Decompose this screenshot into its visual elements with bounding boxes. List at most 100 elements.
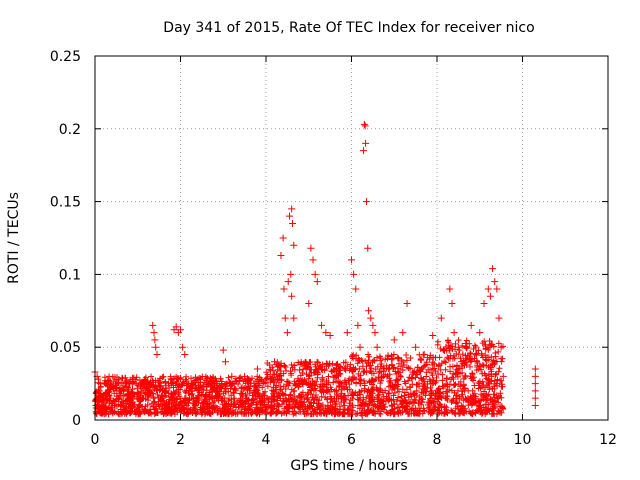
data-point xyxy=(322,329,330,337)
data-point xyxy=(198,384,206,392)
data-point xyxy=(318,321,326,329)
data-point xyxy=(495,314,503,322)
data-point xyxy=(181,350,189,358)
data-point xyxy=(179,343,187,351)
data-point xyxy=(356,343,364,351)
data-point xyxy=(463,343,471,351)
data-point xyxy=(448,300,456,308)
data-point xyxy=(313,278,321,286)
data-point xyxy=(241,372,249,380)
data-point xyxy=(354,321,362,329)
data-point xyxy=(358,412,366,420)
data-point xyxy=(307,244,315,252)
y-axis-label: ROTI / TECUs xyxy=(6,192,22,284)
data-point xyxy=(531,380,539,388)
plot-frame xyxy=(94,55,609,421)
data-point xyxy=(476,329,484,337)
data-point xyxy=(289,219,297,227)
x-tick-label: 8 xyxy=(433,432,442,448)
x-tick-label: 4 xyxy=(262,432,271,448)
data-point xyxy=(290,241,298,249)
data-point xyxy=(343,329,351,337)
data-point xyxy=(480,300,488,308)
data-point xyxy=(403,300,411,308)
data-point xyxy=(311,270,319,278)
data-point xyxy=(150,329,158,337)
data-point xyxy=(177,326,184,334)
data-point xyxy=(484,285,492,293)
data-point xyxy=(364,244,372,252)
data-point xyxy=(211,380,219,388)
y-tick-label: 0.1 xyxy=(59,267,81,283)
data-point xyxy=(359,147,367,155)
data-point xyxy=(531,401,539,409)
data-point xyxy=(365,307,373,315)
data-point xyxy=(493,285,501,293)
grid-lines xyxy=(95,56,608,420)
data-point xyxy=(446,285,454,293)
data-point xyxy=(361,122,369,130)
data-point xyxy=(450,329,458,337)
data-point xyxy=(271,358,279,366)
data-point xyxy=(390,336,398,344)
data-point xyxy=(219,346,227,354)
data-point xyxy=(149,321,157,329)
x-tick-label: 0 xyxy=(91,432,100,448)
data-point xyxy=(454,343,462,351)
data-point xyxy=(152,343,160,351)
data-point xyxy=(284,278,292,286)
data-point xyxy=(153,350,161,358)
data-point xyxy=(348,256,355,264)
data-point xyxy=(362,139,370,147)
x-tick-label: 12 xyxy=(599,432,617,448)
data-point xyxy=(151,336,159,344)
point-cloud xyxy=(92,337,507,418)
data-point xyxy=(531,387,539,395)
data-point xyxy=(491,278,499,286)
data-point xyxy=(486,292,494,300)
data-point xyxy=(96,380,104,388)
chart-title: Day 341 of 2015, Rate Of TEC Index for r… xyxy=(163,20,534,36)
data-point xyxy=(531,365,539,373)
data-point xyxy=(309,256,317,264)
data-point xyxy=(142,384,150,392)
data-point xyxy=(125,380,133,388)
data-point xyxy=(362,198,370,206)
data-point xyxy=(280,285,288,293)
data-point xyxy=(134,390,142,398)
x-tick-label: 10 xyxy=(514,432,532,448)
x-axis-label: GPS time / hours xyxy=(290,458,407,474)
x-tick-label: 2 xyxy=(176,432,185,448)
data-point xyxy=(531,394,539,402)
y-tick-label: 0.15 xyxy=(50,195,81,211)
data-point xyxy=(279,234,287,242)
data-point xyxy=(369,321,377,329)
data-point xyxy=(429,332,437,340)
data-point xyxy=(283,329,291,337)
data-point xyxy=(489,265,497,273)
data-point xyxy=(371,329,379,337)
data-point xyxy=(360,120,368,128)
data-point xyxy=(288,292,296,300)
data-point xyxy=(286,212,294,220)
y-tick-label: 0.05 xyxy=(50,340,81,356)
data-point xyxy=(412,343,420,351)
dense-point-band xyxy=(92,337,507,418)
y-tick-label: 0.25 xyxy=(50,49,81,65)
data-points xyxy=(91,120,539,420)
data-point xyxy=(367,314,375,322)
data-point xyxy=(281,314,289,322)
data-point xyxy=(305,300,313,308)
data-point xyxy=(172,323,180,331)
data-point xyxy=(350,270,358,278)
axis-ticks xyxy=(94,55,609,421)
data-point xyxy=(420,350,428,358)
y-tick-label: 0 xyxy=(72,413,81,429)
data-point xyxy=(221,358,229,366)
data-point xyxy=(287,270,295,278)
data-point xyxy=(399,329,407,337)
data-point xyxy=(100,394,108,402)
data-point xyxy=(373,343,381,351)
data-point xyxy=(467,321,475,329)
